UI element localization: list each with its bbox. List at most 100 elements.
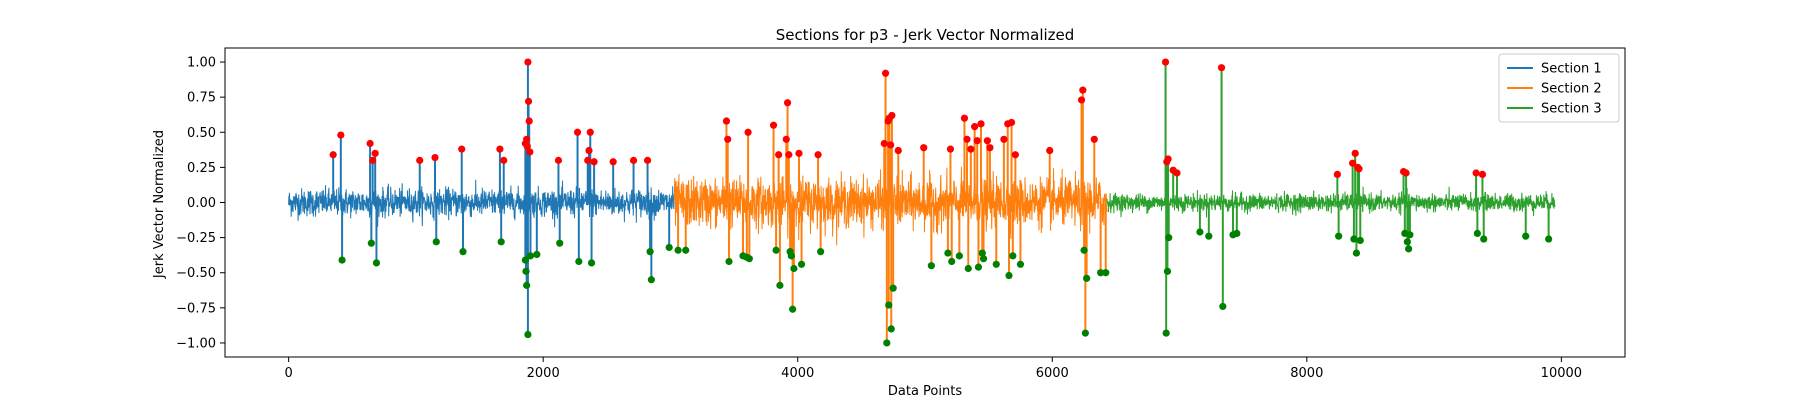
- max-marker: [1349, 159, 1357, 167]
- min-marker: [790, 264, 798, 273]
- min-marker: [647, 276, 655, 284]
- min-marker: [1545, 235, 1553, 243]
- chart-title: Sections for p3 - Jerk Vector Normalized: [776, 26, 1075, 44]
- min-marker: [1165, 234, 1173, 242]
- min-marker: [432, 238, 440, 246]
- min-marker: [887, 325, 895, 333]
- min-marker: [674, 246, 682, 254]
- legend-label: Section 2: [1541, 82, 1602, 97]
- min-marker: [682, 246, 690, 254]
- max-marker: [1077, 96, 1086, 104]
- max-marker: [525, 117, 533, 125]
- min-marker: [1097, 269, 1105, 277]
- min-marker: [1356, 236, 1364, 245]
- max-marker: [986, 144, 994, 152]
- plot-area: [288, 58, 1556, 347]
- y-tick-label: 1.00: [187, 56, 216, 71]
- min-marker: [1083, 274, 1091, 282]
- min-marker: [372, 259, 381, 267]
- legend-label: Section 1: [1541, 62, 1602, 77]
- legend-box: [1498, 53, 1620, 123]
- max-marker: [814, 151, 822, 159]
- min-marker: [978, 249, 986, 257]
- y-tick-label: 0.00: [187, 196, 216, 211]
- y-tick-label: −0.25: [176, 231, 216, 246]
- x-tick-label: 10000: [1541, 366, 1582, 381]
- min-marker: [927, 262, 935, 270]
- min-marker: [1406, 231, 1414, 239]
- max-marker: [1007, 118, 1016, 127]
- x-axis-label: Data Points: [888, 384, 962, 399]
- legend-item: Section 3: [1507, 102, 1602, 117]
- y-tick-label: 0.50: [187, 126, 216, 141]
- max-marker: [1472, 169, 1480, 177]
- x-tick-label: 8000: [1290, 366, 1323, 381]
- max-marker: [744, 128, 752, 136]
- x-tick-label: 0: [284, 366, 292, 381]
- min-marker: [556, 239, 564, 247]
- max-marker: [946, 145, 955, 153]
- min-marker: [523, 281, 531, 289]
- min-marker: [1480, 235, 1488, 243]
- max-marker: [643, 156, 652, 164]
- min-marker: [817, 248, 825, 256]
- legend-item: Section 2: [1507, 82, 1602, 97]
- max-marker: [366, 139, 374, 148]
- y-tick-label: −0.50: [176, 266, 216, 281]
- max-marker: [983, 137, 991, 145]
- min-marker: [587, 259, 596, 267]
- max-marker: [880, 139, 888, 148]
- max-marker: [1478, 170, 1487, 179]
- max-marker: [1000, 135, 1008, 143]
- min-marker: [665, 243, 673, 252]
- min-marker: [1162, 329, 1170, 337]
- max-marker: [1351, 149, 1359, 157]
- max-marker: [963, 135, 971, 143]
- max-marker: [585, 146, 593, 155]
- y-axis-label: Jerk Vector Normalized: [152, 130, 167, 279]
- series-line: [288, 179, 675, 228]
- min-marker: [1009, 252, 1017, 260]
- min-marker: [883, 339, 891, 347]
- min-marker: [497, 238, 505, 246]
- max-marker: [894, 146, 902, 155]
- max-marker: [629, 156, 638, 164]
- min-marker: [524, 330, 532, 339]
- max-marker: [724, 135, 732, 143]
- y-tick-label: 0.25: [187, 161, 216, 176]
- max-marker: [524, 97, 533, 105]
- y-tick-label: 0.75: [187, 91, 216, 106]
- max-marker: [523, 142, 531, 150]
- x-tick-label: 2000: [527, 366, 560, 381]
- max-marker: [1161, 58, 1170, 66]
- min-marker: [789, 305, 797, 313]
- max-marker: [416, 156, 424, 164]
- min-marker: [772, 246, 780, 254]
- min-marker: [646, 248, 654, 256]
- max-marker: [785, 151, 793, 159]
- min-marker: [974, 263, 983, 271]
- max-marker: [920, 144, 928, 152]
- axes: 0 2000 4000 6000 8000 10000 −1.00 −0.75 −0.50 −0.…: [176, 47, 1626, 381]
- max-marker: [371, 149, 379, 157]
- min-marker: [885, 301, 893, 309]
- max-marker: [1217, 64, 1226, 72]
- max-marker: [960, 114, 969, 122]
- max-marker: [971, 123, 979, 131]
- min-marker: [1205, 232, 1213, 240]
- max-marker: [369, 156, 377, 164]
- max-marker: [881, 69, 890, 77]
- min-marker: [1473, 229, 1481, 237]
- max-marker: [329, 151, 337, 159]
- max-marker: [573, 128, 582, 136]
- max-marker: [590, 158, 598, 166]
- min-marker: [575, 257, 583, 266]
- max-marker: [1173, 169, 1181, 177]
- min-marker: [1403, 238, 1411, 246]
- max-marker: [1079, 86, 1087, 94]
- min-marker: [955, 252, 963, 260]
- min-marker: [725, 257, 733, 266]
- max-marker: [524, 58, 532, 66]
- series-line: [1106, 186, 1556, 218]
- min-marker: [1335, 232, 1343, 240]
